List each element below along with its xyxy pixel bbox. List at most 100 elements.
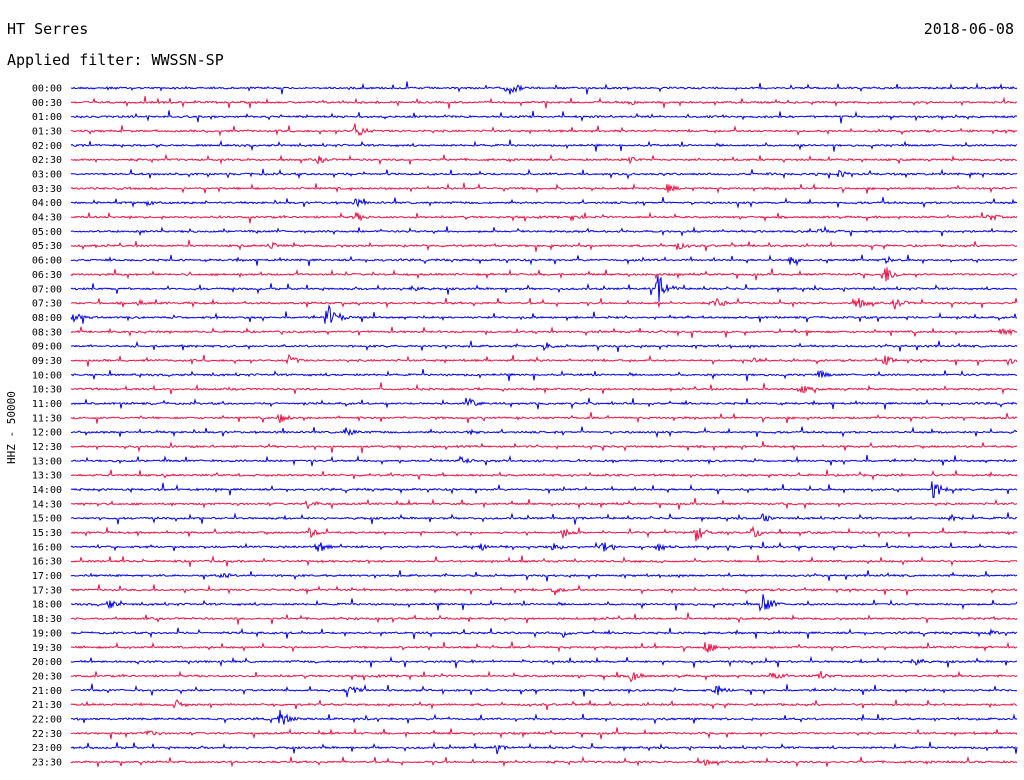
seismic-trace bbox=[70, 382, 1018, 395]
time-label: 13:30 bbox=[32, 471, 62, 482]
time-label: 10:00 bbox=[32, 370, 62, 381]
time-label: 11:00 bbox=[32, 399, 62, 410]
time-label: 08:30 bbox=[32, 327, 62, 338]
time-label: 16:30 bbox=[32, 557, 62, 568]
time-label: 04:00 bbox=[32, 198, 62, 209]
time-label: 06:30 bbox=[32, 270, 62, 281]
seismic-trace bbox=[70, 454, 1018, 467]
seismic-trace bbox=[70, 353, 1018, 367]
seismic-trace bbox=[70, 655, 1018, 668]
time-label: 22:30 bbox=[32, 729, 62, 740]
seismic-trace bbox=[70, 225, 1018, 237]
time-label: 03:30 bbox=[32, 184, 62, 195]
time-label: 12:00 bbox=[32, 428, 62, 439]
time-label: 09:00 bbox=[32, 342, 62, 353]
time-label: 21:30 bbox=[32, 700, 62, 711]
seismic-trace bbox=[70, 239, 1018, 252]
seismic-trace bbox=[70, 110, 1018, 124]
seismic-trace bbox=[70, 440, 1018, 454]
seismic-trace bbox=[70, 512, 1018, 525]
time-label: 07:30 bbox=[32, 299, 62, 310]
time-label: 20:30 bbox=[32, 671, 62, 682]
time-label: 02:30 bbox=[32, 155, 62, 166]
seismic-trace bbox=[70, 525, 1018, 542]
seismic-trace bbox=[70, 139, 1018, 152]
time-label: 21:00 bbox=[32, 686, 62, 697]
seismic-trace bbox=[71, 340, 1018, 353]
time-label: 11:30 bbox=[32, 413, 62, 424]
time-label: 23:30 bbox=[32, 757, 62, 768]
seismic-trace bbox=[70, 709, 1018, 725]
seismic-trace bbox=[70, 670, 1018, 683]
time-label: 16:00 bbox=[32, 542, 62, 553]
seismic-trace bbox=[70, 397, 1018, 410]
time-label: 04:30 bbox=[32, 213, 62, 224]
time-label: 05:00 bbox=[32, 227, 62, 238]
seismic-trace bbox=[70, 554, 1018, 567]
seismic-trace bbox=[70, 426, 1018, 439]
seismic-trace bbox=[71, 211, 1018, 224]
seismic-trace bbox=[70, 541, 1018, 553]
time-label: 17:00 bbox=[32, 571, 62, 582]
time-label: 00:00 bbox=[32, 84, 62, 95]
time-label: 10:30 bbox=[32, 385, 62, 396]
seismic-trace bbox=[70, 469, 1018, 481]
seismic-trace bbox=[70, 123, 1018, 137]
seismic-trace bbox=[70, 698, 1017, 711]
time-label: 01:00 bbox=[32, 112, 62, 123]
seismic-trace bbox=[70, 81, 1018, 95]
seismic-trace bbox=[70, 275, 1018, 302]
seismic-trace bbox=[70, 641, 1018, 653]
station-name: HT Serres bbox=[7, 20, 89, 38]
seismic-trace bbox=[70, 627, 1018, 640]
seismic-trace bbox=[70, 254, 1017, 267]
time-label: 03:00 bbox=[32, 170, 62, 181]
time-label: 12:30 bbox=[32, 442, 62, 453]
seismic-trace bbox=[70, 481, 1018, 499]
time-label: 14:30 bbox=[32, 499, 62, 510]
filter-label: Applied filter: WWSSN-SP bbox=[7, 51, 224, 69]
seismic-trace bbox=[70, 683, 1018, 698]
seismic-trace bbox=[70, 326, 1018, 338]
seismic-trace bbox=[70, 727, 1018, 740]
seismic-trace bbox=[70, 369, 1018, 382]
time-label: 18:30 bbox=[32, 614, 62, 625]
seismic-trace bbox=[70, 583, 1018, 596]
time-label: 06:00 bbox=[32, 256, 62, 267]
seismic-trace bbox=[71, 96, 1018, 109]
time-label: 22:00 bbox=[32, 714, 62, 725]
time-label: 08:00 bbox=[32, 313, 62, 324]
seismic-trace bbox=[70, 296, 1018, 310]
time-label: 09:30 bbox=[32, 356, 62, 367]
seismic-trace bbox=[70, 755, 1018, 768]
seismic-trace bbox=[70, 168, 1018, 180]
time-label: 19:00 bbox=[32, 628, 62, 639]
seismic-trace bbox=[70, 197, 1018, 209]
time-label: 19:30 bbox=[32, 643, 62, 654]
seismic-trace bbox=[70, 594, 1018, 613]
seismic-trace bbox=[70, 267, 1018, 282]
seismic-trace bbox=[70, 182, 1018, 194]
time-label: 18:00 bbox=[32, 600, 62, 611]
time-label: 01:30 bbox=[32, 127, 62, 138]
time-label: 15:00 bbox=[32, 514, 62, 525]
seismic-trace bbox=[70, 497, 1018, 510]
seismic-trace bbox=[71, 612, 1018, 625]
seismic-trace bbox=[71, 153, 1018, 166]
seismic-trace bbox=[70, 570, 1018, 582]
time-label: 00:30 bbox=[32, 98, 62, 109]
time-label: 17:30 bbox=[32, 585, 62, 596]
time-label: 14:00 bbox=[32, 485, 62, 496]
time-label: 05:30 bbox=[32, 241, 62, 252]
date-label: 2018-06-08 bbox=[923, 20, 1014, 38]
time-label: 20:00 bbox=[32, 657, 62, 668]
time-label: 07:00 bbox=[32, 284, 62, 295]
seismic-trace bbox=[70, 304, 1018, 324]
time-label: 02:00 bbox=[32, 141, 62, 152]
time-label: 13:00 bbox=[32, 456, 62, 467]
time-label: 15:30 bbox=[32, 528, 62, 539]
seismic-trace bbox=[70, 411, 1018, 424]
time-label: 23:00 bbox=[32, 743, 62, 754]
